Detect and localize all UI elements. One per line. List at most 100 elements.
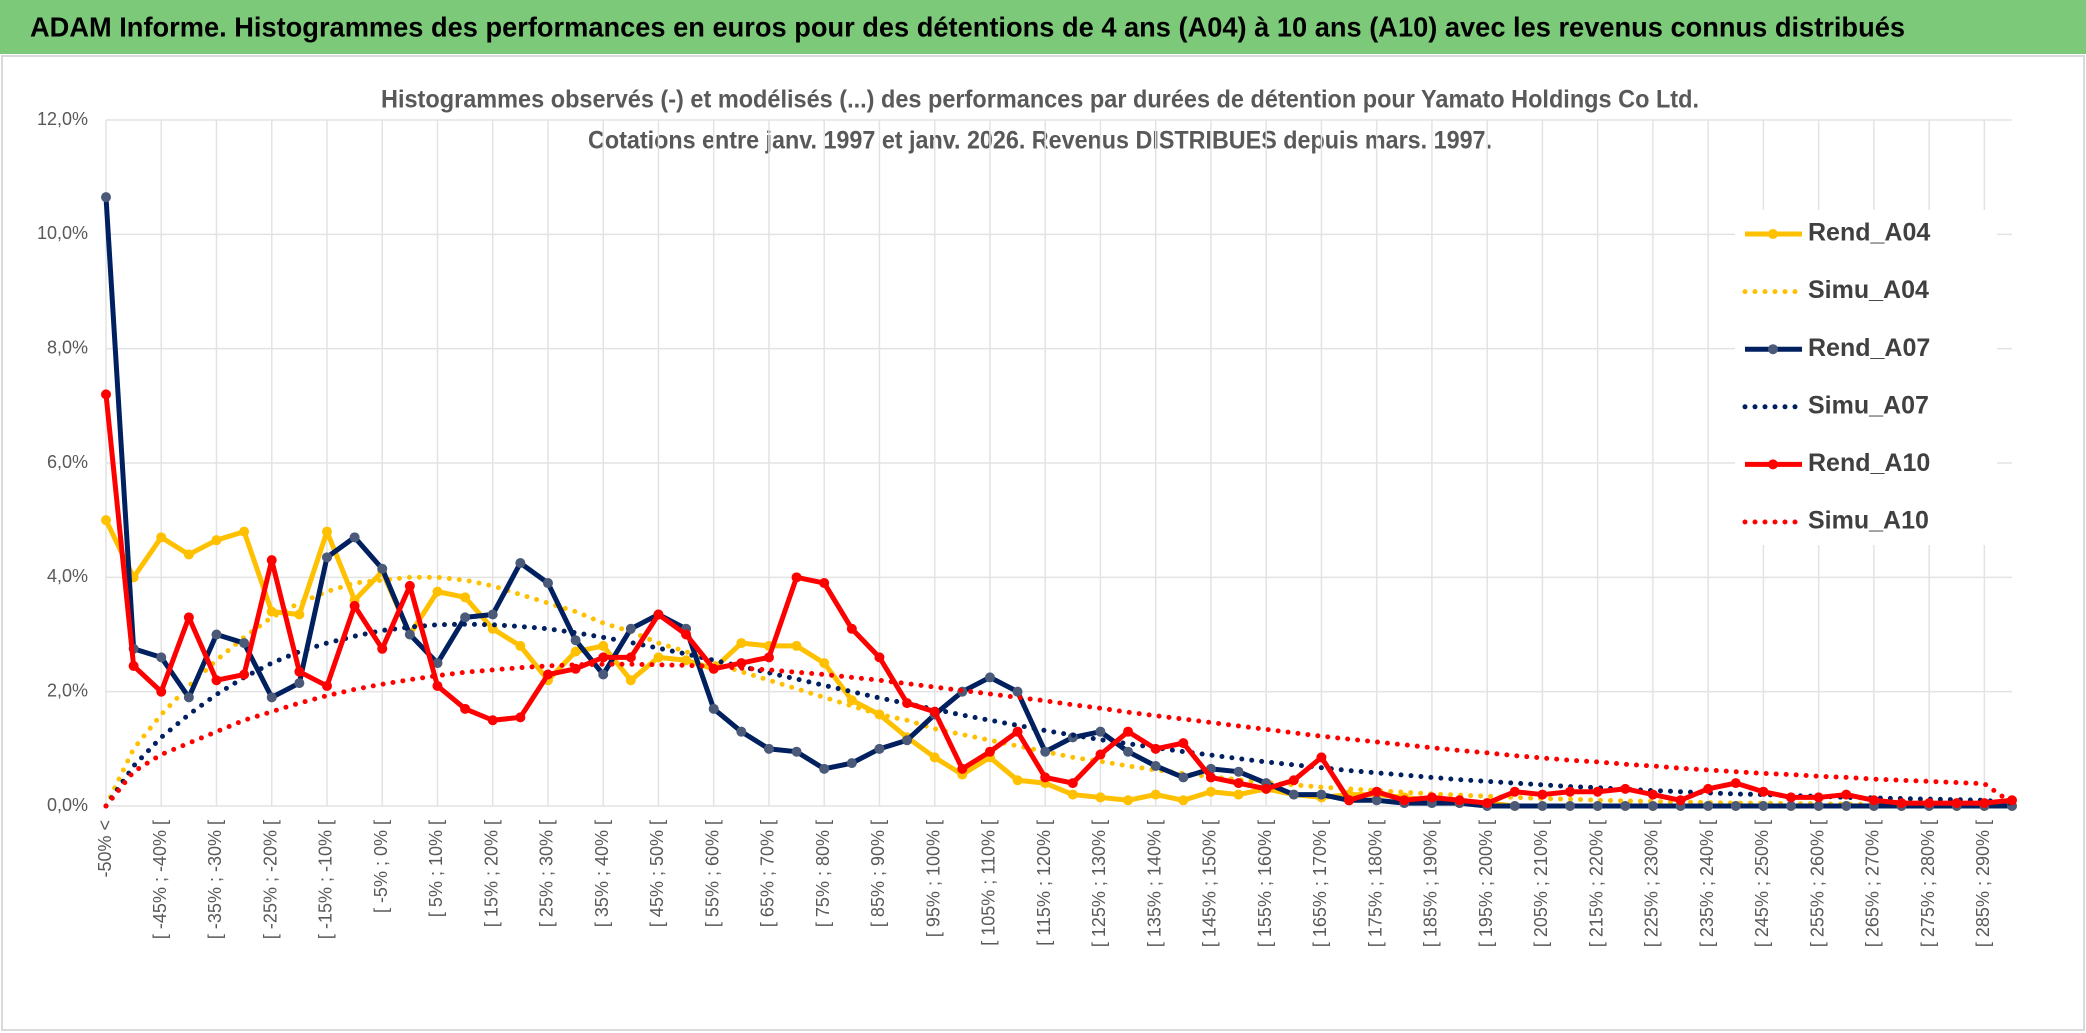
x-tick-label: [ 155% ; 160% [ <box>1255 820 1275 947</box>
data-point <box>1178 738 1189 749</box>
data-point <box>1786 792 1797 803</box>
legend-label: Rend_A07 <box>1808 334 1930 362</box>
data-point <box>432 586 443 597</box>
x-tick-label: [ 45% ; 50% [ <box>647 820 667 927</box>
data-point <box>460 612 471 623</box>
x-tick-label: [ 235% ; 240% [ <box>1697 820 1717 947</box>
data-point <box>1233 766 1244 777</box>
x-tick-label: [ 135% ; 140% [ <box>1144 820 1164 947</box>
data-point <box>1896 798 1907 809</box>
x-tick-label: [ 245% ; 250% [ <box>1752 820 1772 947</box>
x-tick-label: [ -35% ; -30% [ <box>205 820 225 939</box>
data-point <box>736 726 747 737</box>
data-point <box>1730 801 1741 811</box>
data-point <box>321 526 332 537</box>
data-point <box>1813 801 1824 811</box>
data-point <box>183 692 194 703</box>
data-point <box>239 526 250 537</box>
data-point <box>1592 801 1603 811</box>
data-point <box>156 532 167 543</box>
data-point <box>1095 792 1106 803</box>
series-line <box>103 661 2015 809</box>
x-tick-label: [ 175% ; 180% [ <box>1365 820 1385 947</box>
data-point <box>349 532 360 543</box>
data-point <box>321 680 332 691</box>
data-point <box>763 743 774 754</box>
x-tick-label: [ 115% ; 120% [ <box>1034 820 1054 946</box>
data-point <box>1288 789 1299 800</box>
x-tick-label: [ -25% ; -20% [ <box>260 820 280 939</box>
data-point <box>183 612 194 623</box>
data-point <box>211 675 222 686</box>
x-tick-label: [ 285% ; 290% [ <box>1973 820 1993 947</box>
data-point <box>1371 795 1382 806</box>
data-point <box>1012 686 1023 697</box>
data-point <box>708 703 719 714</box>
data-point <box>570 635 581 646</box>
data-point <box>211 629 222 640</box>
data-point <box>515 558 526 569</box>
data-point <box>156 686 167 697</box>
data-point <box>349 600 360 611</box>
data-point <box>1316 789 1327 800</box>
data-point <box>1813 792 1824 803</box>
x-tick-label: [ 255% ; 260% [ <box>1807 820 1827 947</box>
y-tick-label: 0,0% <box>47 795 88 815</box>
data-point <box>1123 795 1134 806</box>
x-tick-label: [ 105% ; 110% [ <box>979 820 999 946</box>
y-tick-label: 2,0% <box>47 680 88 700</box>
data-point <box>625 652 636 663</box>
data-point <box>1620 801 1631 811</box>
x-tick-label: [ 95% ; 100% [ <box>923 820 943 937</box>
data-point <box>1537 801 1548 811</box>
data-point <box>1012 726 1023 737</box>
x-tick-label: [ 25% ; 30% [ <box>537 820 557 927</box>
data-point <box>1399 795 1410 806</box>
data-point <box>460 703 471 714</box>
data-point <box>1371 786 1382 797</box>
data-point <box>791 572 802 583</box>
data-point <box>1040 772 1051 783</box>
legend-marker <box>1768 459 1778 470</box>
y-tick-label: 12,0% <box>37 109 88 129</box>
header-title: ADAM Informe. Histogrammes des performan… <box>30 11 1905 42</box>
series-line <box>103 621 2015 809</box>
data-point <box>266 555 277 566</box>
data-point <box>736 638 747 649</box>
x-tick-label: [ 15% ; 20% [ <box>481 820 501 927</box>
y-tick-label: 4,0% <box>47 566 88 586</box>
data-point <box>791 640 802 651</box>
data-point <box>211 535 222 546</box>
x-tick-label: [ 75% ; 80% [ <box>813 820 833 927</box>
data-point <box>239 669 250 680</box>
data-point <box>1095 749 1106 760</box>
y-tick-label: 8,0% <box>47 337 88 357</box>
data-point <box>1675 795 1686 806</box>
data-point <box>653 609 664 620</box>
data-point <box>1841 801 1852 811</box>
data-point <box>1150 743 1161 754</box>
x-tick-label: [ 85% ; 90% [ <box>868 820 888 927</box>
data-point <box>183 549 194 560</box>
legend-label: Simu_A07 <box>1808 391 1929 419</box>
data-point <box>1288 775 1299 786</box>
data-point <box>515 712 526 723</box>
data-point <box>1703 801 1714 811</box>
data-point <box>432 680 443 691</box>
data-point <box>1344 795 1355 806</box>
data-point <box>1067 778 1078 789</box>
data-point <box>1509 801 1520 811</box>
x-tick-label: [ 55% ; 60% [ <box>702 820 722 927</box>
data-point <box>542 578 553 589</box>
data-point <box>929 752 940 763</box>
data-point <box>1454 795 1465 806</box>
data-point <box>128 660 139 671</box>
data-point <box>598 640 609 651</box>
data-point <box>653 652 664 663</box>
chart-title: Histogrammes observés (-) et modélisés (… <box>381 86 1699 114</box>
data-point <box>1233 778 1244 789</box>
x-tick-label: [ 35% ; 40% [ <box>592 820 612 927</box>
data-point <box>1758 801 1769 811</box>
data-point <box>1123 746 1134 757</box>
data-point <box>1426 792 1437 803</box>
